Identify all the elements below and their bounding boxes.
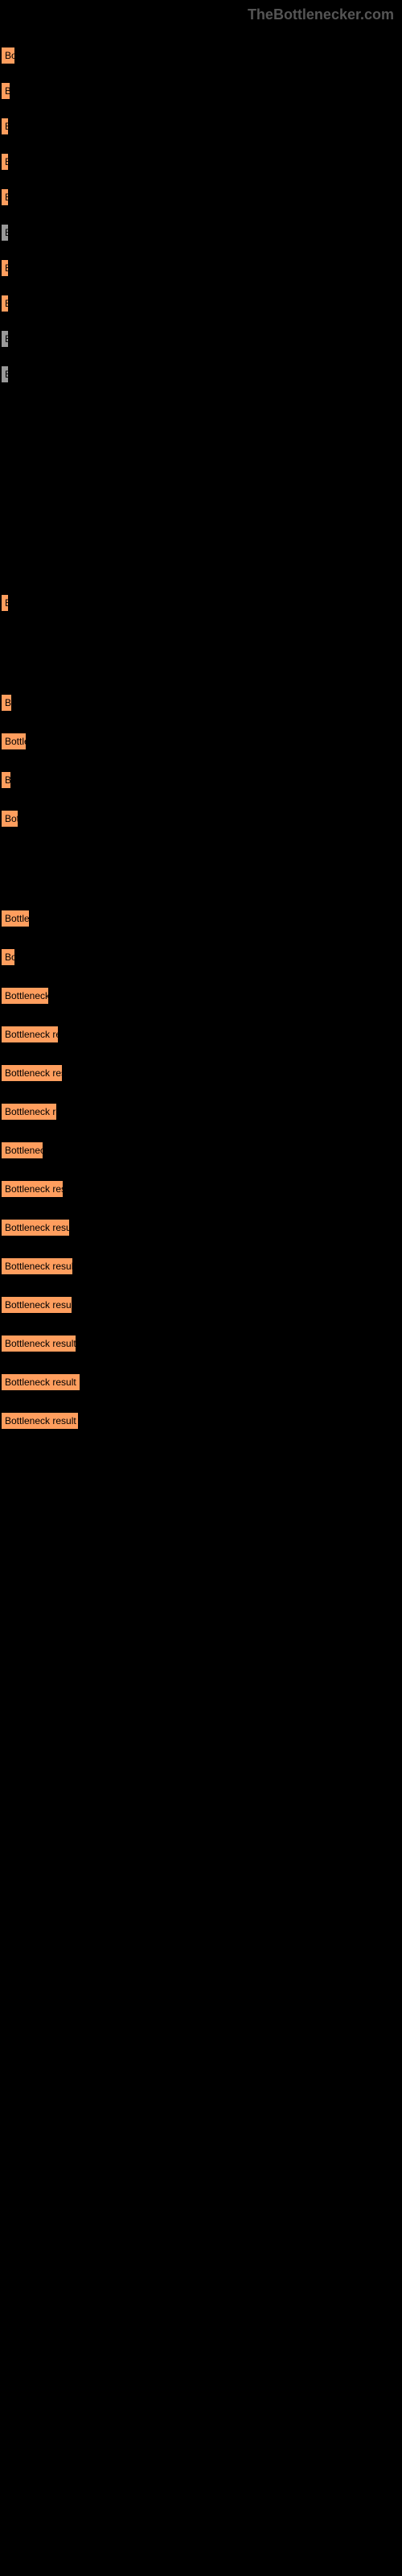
bar-section-4: Bottleneck Bottleneck Bottleneck result Bot… bbox=[0, 909, 402, 1430]
bar: Bottleneck result bbox=[0, 1063, 64, 1083]
bar-row: Bottleneck bbox=[0, 909, 402, 928]
bar: Bottleneck bbox=[0, 294, 10, 313]
bar: Bottleneck result bbox=[0, 1373, 81, 1392]
bar: Bottleneck bbox=[0, 732, 27, 751]
bar-row: Bottleneck result bbox=[0, 1411, 402, 1430]
bar: Bottleneck bbox=[0, 693, 13, 712]
bar: Bottleneck bbox=[0, 770, 12, 790]
bar: Bottleneck result bbox=[0, 1025, 59, 1044]
bar: Bottleneck result bbox=[0, 1218, 71, 1237]
bar-row: Bottleneck result bbox=[0, 1102, 402, 1121]
bar: Bottleneck result bbox=[0, 1257, 74, 1276]
bar: Bottleneck bbox=[0, 365, 10, 384]
bar: Bottleneck result bbox=[0, 986, 50, 1005]
bar-row: Bottleneck bbox=[0, 593, 402, 613]
bar-section-2: Bottleneck bbox=[0, 593, 402, 613]
bar-row: Bottleneck bbox=[0, 693, 402, 712]
bar: Bottleneck bbox=[0, 947, 16, 967]
bar-row: Bottleneck bbox=[0, 1141, 402, 1160]
bar: Bottleneck bbox=[0, 117, 10, 136]
bar: Bottleneck bbox=[0, 188, 10, 207]
bar-row: Bottleneck bbox=[0, 258, 402, 278]
bar-row: Bottleneck bbox=[0, 809, 402, 828]
bar-row: Bottleneck bbox=[0, 365, 402, 384]
bar-section-3: Bottleneck Bottleneck Bottleneck Bottleneck bbox=[0, 693, 402, 828]
bar-row: Bottleneck bbox=[0, 152, 402, 171]
bar: Bottleneck result bbox=[0, 1102, 58, 1121]
bar-row: Bottleneck bbox=[0, 947, 402, 967]
bar-row: Bottleneck bbox=[0, 329, 402, 349]
bar-row: Bottleneck result bbox=[0, 1295, 402, 1315]
bar-row: Bottleneck result bbox=[0, 1218, 402, 1237]
bar: Bottleneck result bbox=[0, 1295, 73, 1315]
bar-row: Bottleneck result bbox=[0, 1334, 402, 1353]
bar-row: Bottleneck result bbox=[0, 1179, 402, 1199]
bar-row: Bottleneck result bbox=[0, 986, 402, 1005]
bar: Bottleneck bbox=[0, 223, 10, 242]
bar: Bottleneck bbox=[0, 258, 10, 278]
bar: Bottleneck bbox=[0, 329, 10, 349]
bar-row: Bottleneck bbox=[0, 770, 402, 790]
bar-row: Bottleneck result bbox=[0, 1373, 402, 1392]
bar: Bottleneck bbox=[0, 152, 10, 171]
bar-row: Bottleneck bbox=[0, 732, 402, 751]
bar: Bottleneck result bbox=[0, 1179, 64, 1199]
bar: Bottleneck bbox=[0, 81, 11, 101]
bar: Bottleneck bbox=[0, 46, 16, 65]
bar: Bottleneck result bbox=[0, 1334, 77, 1353]
bar: Bottleneck result bbox=[0, 1411, 80, 1430]
watermark-text: TheBottlenecker.com bbox=[0, 0, 402, 30]
bar-row: Bottleneck bbox=[0, 46, 402, 65]
bar: Bottleneck bbox=[0, 593, 10, 613]
bar: Bottleneck bbox=[0, 809, 19, 828]
bar-row: Bottleneck bbox=[0, 117, 402, 136]
bar-section-1: Bottleneck Bottleneck Bottleneck Bottleneck… bbox=[0, 46, 402, 384]
bar-row: Bottleneck bbox=[0, 188, 402, 207]
bar: Bottleneck bbox=[0, 909, 31, 928]
bar-row: Bottleneck result bbox=[0, 1025, 402, 1044]
bar-row: Bottleneck result bbox=[0, 1257, 402, 1276]
bar-row: Bottleneck result bbox=[0, 1063, 402, 1083]
bar-row: Bottleneck bbox=[0, 294, 402, 313]
bar-row: Bottleneck bbox=[0, 223, 402, 242]
bar: Bottleneck bbox=[0, 1141, 44, 1160]
bar-row: Bottleneck bbox=[0, 81, 402, 101]
